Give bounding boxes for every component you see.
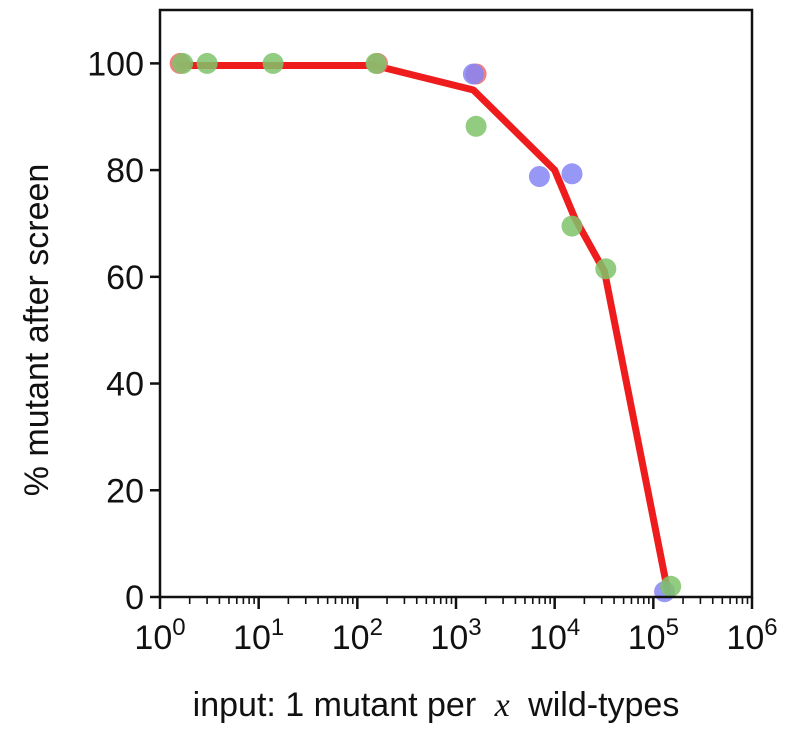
scatter-point-series-3-6 bbox=[595, 258, 617, 280]
x-axis-label-suffix: wild-types bbox=[527, 686, 679, 724]
scatter-point-series-2-1 bbox=[528, 166, 550, 187]
plot-frame bbox=[158, 8, 754, 599]
x-axis-label-variable: x bbox=[494, 687, 510, 724]
scatter-point-series-2-0 bbox=[462, 63, 484, 85]
x-tick-label: 106 bbox=[726, 614, 777, 657]
x-tick-label: 101 bbox=[233, 614, 284, 657]
scatter-point-series-3-0 bbox=[172, 52, 194, 74]
x-tick-label: 104 bbox=[529, 614, 580, 657]
scatter-point-series-3-1 bbox=[196, 52, 218, 74]
axes: 0 20 40 60 80 100 100 101 102 103 104 105 106 bbox=[87, 8, 778, 657]
scatter-point-series-2-2 bbox=[561, 163, 583, 185]
x-tick-label: 103 bbox=[430, 614, 481, 657]
scatter-point-series-3-4 bbox=[465, 115, 487, 137]
y-tick-label: 0 bbox=[125, 579, 144, 617]
x-tick-label: 102 bbox=[332, 614, 383, 657]
y-tick-label: 80 bbox=[106, 152, 144, 190]
series-line bbox=[176, 62, 672, 596]
y-tick-label: 100 bbox=[87, 45, 144, 83]
x-axis-label: input: 1 mutant per x wild-types bbox=[193, 686, 680, 724]
scatter-point-series-3-3 bbox=[365, 52, 387, 74]
y-axis-label: % mutant after screen bbox=[18, 164, 56, 497]
x-tick-label: 100 bbox=[134, 614, 185, 657]
x-tick-label: 105 bbox=[628, 614, 679, 657]
scatter-point-series-3-2 bbox=[262, 52, 284, 74]
x-axis-label-prefix: input: 1 mutant per bbox=[193, 686, 477, 724]
plot-area bbox=[169, 52, 682, 603]
scatter-point-series-3-7 bbox=[660, 575, 682, 597]
y-tick-label: 60 bbox=[106, 259, 144, 297]
scatter-point-series-3-5 bbox=[561, 215, 583, 237]
y-tick-label: 20 bbox=[106, 472, 144, 510]
y-tick-label: 40 bbox=[106, 366, 144, 404]
